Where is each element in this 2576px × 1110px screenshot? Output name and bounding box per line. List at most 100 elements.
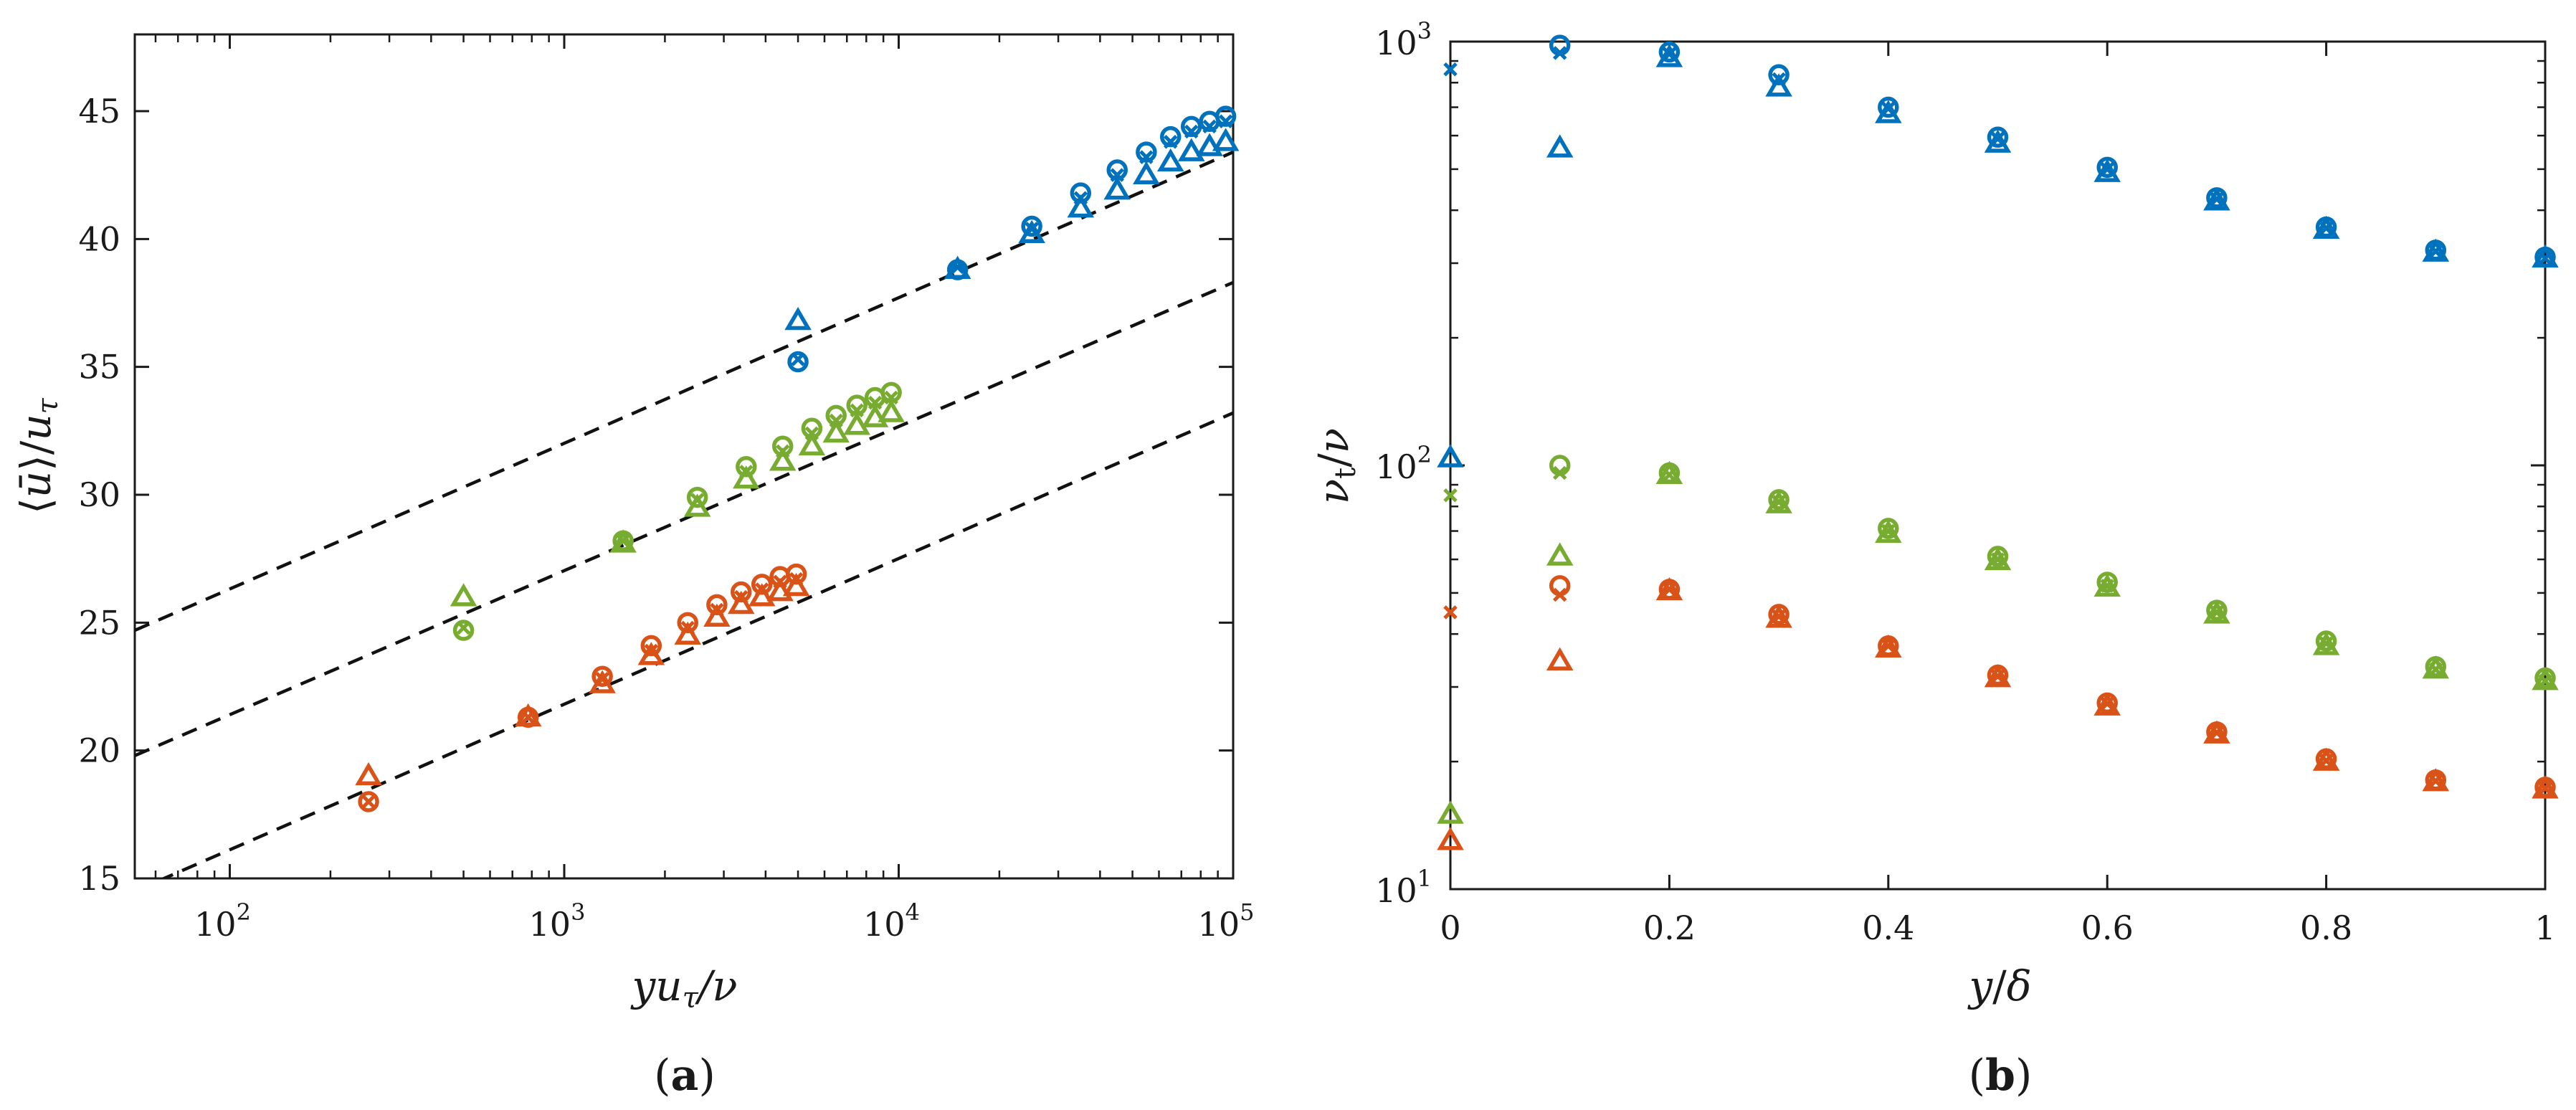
marker-orange-triangle — [2422, 768, 2450, 792]
reference-lines-a — [135, 151, 1233, 878]
x-axis-label-a: yuτ/ν — [629, 962, 737, 1015]
marker-blue-circle — [787, 351, 809, 373]
marker-green-triangle — [1765, 490, 1792, 513]
marker-blue-triangle — [1133, 161, 1160, 184]
marker-orange-circle — [358, 791, 379, 812]
marker-green-x — [1552, 465, 1567, 480]
marker-blue-triangle — [1437, 444, 1464, 468]
marker-orange-triangle — [703, 603, 731, 627]
marker-green-triangle — [2422, 655, 2450, 679]
marker-blue-triangle — [2422, 238, 2450, 262]
marker-green-circle — [686, 486, 708, 508]
marker-blue-circle — [1021, 215, 1042, 237]
marker-orange-triangle — [589, 670, 616, 693]
marker-blue-x — [1552, 46, 1567, 60]
marker-green-triangle — [450, 583, 477, 607]
series-b-blue-cross — [1443, 46, 2552, 266]
marker-blue-x — [1218, 114, 1233, 129]
panel-label-a: (a) — [654, 1050, 716, 1101]
plot-frame-b — [1449, 40, 2547, 891]
y-tick-label-a: 20 — [78, 731, 120, 770]
marker-green-triangle — [2312, 632, 2340, 655]
marker-orange-triangle — [2312, 747, 2340, 771]
marker-orange-triangle — [1765, 604, 1792, 628]
marker-blue-x — [1110, 168, 1124, 182]
marker-green-triangle — [1875, 519, 1902, 544]
marker-blue-triangle — [1546, 134, 1574, 158]
x-tick-label-b: 1 — [2534, 909, 2555, 947]
marker-green-triangle — [733, 465, 760, 489]
marker-blue-triangle — [1212, 128, 1240, 151]
panel-label-b: (b) — [1969, 1050, 2033, 1101]
marker-green-triangle — [798, 432, 826, 456]
marker-blue-triangle — [1156, 148, 1184, 172]
marker-blue-triangle — [2093, 158, 2121, 182]
marker-orange-triangle — [1655, 577, 1683, 601]
dashed-log-law-line — [135, 280, 1233, 757]
marker-blue-circle — [2096, 156, 2118, 179]
series-a-blue-triangle — [784, 128, 1240, 331]
marker-green-triangle — [769, 447, 797, 471]
marker-orange-triangle — [766, 578, 794, 602]
y-tick-label-b: 103 — [1375, 17, 1432, 62]
marker-orange-triangle — [355, 762, 382, 786]
marker-blue-circle — [1658, 41, 1681, 63]
marker-blue-triangle — [784, 306, 812, 331]
marker-orange-triangle — [637, 642, 665, 665]
marker-orange-triangle — [2532, 775, 2559, 799]
marker-green-triangle — [2203, 600, 2230, 624]
series-b-orange-cross — [1443, 582, 2552, 796]
x-tick-label-b: 0.8 — [2300, 909, 2352, 947]
panel-b: 0 0.2 0.4 0.6 0.8 1 101 102 103 y/δ νt/ν (b) — [1309, 17, 2559, 1101]
series-a-blue-cross — [791, 114, 1233, 366]
x-tick-label-a: 103 — [529, 898, 586, 944]
series-b-green-circle — [1549, 455, 2556, 689]
x-axis-label-b: y/δ — [1967, 962, 2031, 1010]
marker-green-triangle — [878, 399, 905, 422]
marker-green-triangle — [2532, 667, 2559, 691]
marker-blue-triangle — [1984, 129, 2012, 153]
y-tick-label-a: 15 — [78, 859, 120, 898]
marker-blue-circle — [1180, 115, 1202, 138]
marker-green-triangle — [1984, 546, 2012, 571]
series-b-orange-circle — [1549, 575, 2556, 798]
marker-orange-triangle — [1546, 647, 1574, 670]
marker-blue-x — [791, 352, 805, 366]
marker-blue-triangle — [2312, 215, 2340, 239]
marker-green-circle — [452, 620, 475, 641]
marker-blue-circle — [1987, 126, 2009, 148]
series-b-blue-circle — [1549, 34, 2556, 268]
x-tick-label-b: 0.2 — [1643, 909, 1696, 947]
y-tick-label-a: 25 — [78, 603, 120, 642]
y-tick-label-a: 40 — [78, 219, 120, 258]
marker-orange-triangle — [1984, 664, 2012, 688]
marker-blue-triangle — [1067, 194, 1095, 218]
marker-blue-triangle — [1103, 176, 1131, 200]
series-b-green-cross — [1443, 465, 2552, 688]
x-tick-label-a: 102 — [194, 898, 251, 944]
marker-green-x — [456, 620, 471, 635]
marker-orange-triangle — [782, 572, 810, 597]
dashed-log-law-line — [135, 151, 1233, 632]
y-tick-label-a: 35 — [78, 348, 120, 386]
marker-blue-x — [1443, 62, 1458, 77]
marker-blue-triangle — [1196, 133, 1223, 156]
marker-blue-circle — [1136, 141, 1157, 163]
marker-green-x — [868, 395, 883, 410]
marker-green-x — [884, 390, 898, 405]
marker-blue-triangle — [2532, 244, 2559, 268]
marker-green-triangle — [1546, 542, 1574, 566]
series-a-orange-triangle — [355, 572, 810, 786]
marker-orange-circle — [751, 574, 773, 595]
marker-orange-triangle — [2203, 720, 2230, 744]
x-tick-label-b: 0.6 — [2081, 909, 2134, 947]
marker-green-x — [1443, 488, 1458, 503]
marker-orange-triangle — [674, 621, 702, 645]
marker-blue-circle — [1159, 125, 1182, 148]
marker-green-triangle — [1437, 800, 1464, 824]
marker-blue-triangle — [1875, 100, 1902, 123]
marker-blue-triangle — [2203, 187, 2230, 211]
marker-blue-circle — [1768, 64, 1790, 86]
marker-green-triangle — [843, 412, 870, 435]
dashed-log-law-line — [160, 411, 1233, 878]
